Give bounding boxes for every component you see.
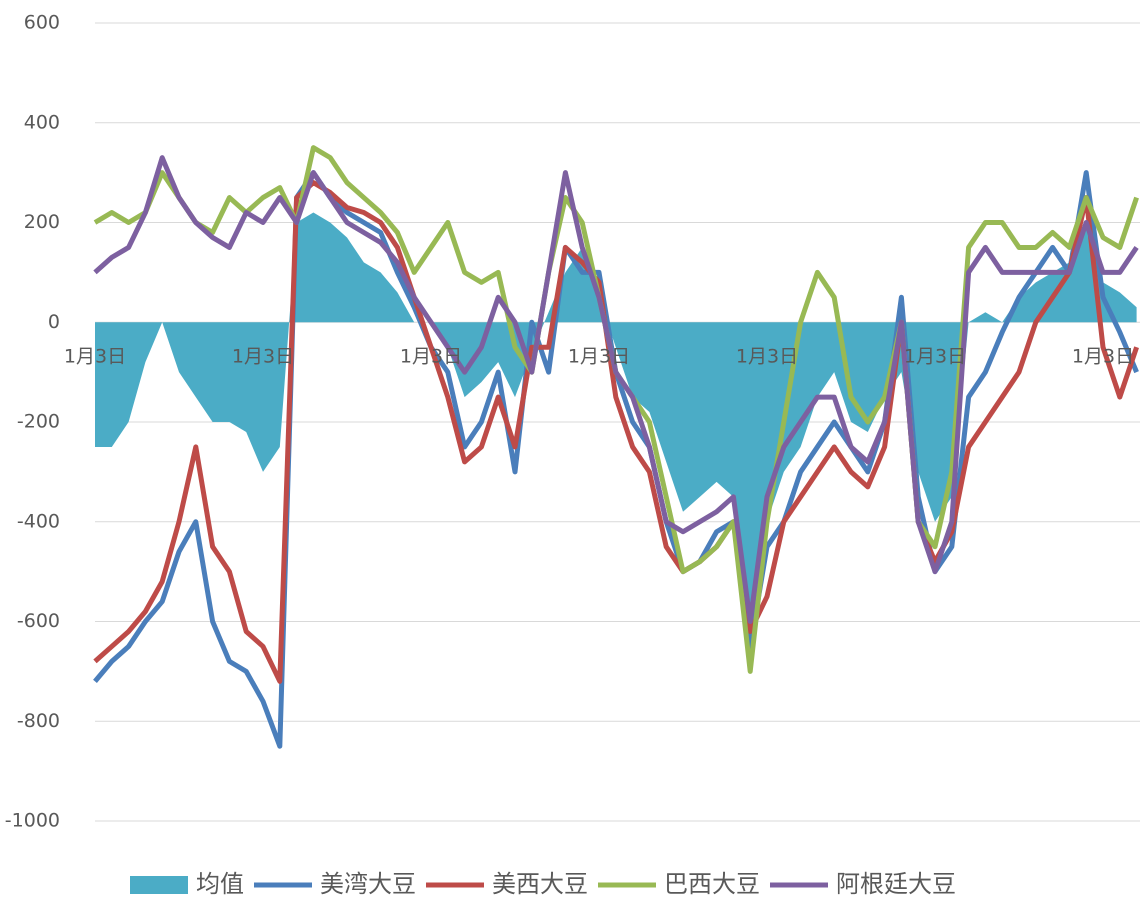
x-tick-label: 1月3日 bbox=[904, 346, 966, 368]
y-tick-label: -400 bbox=[17, 510, 60, 532]
y-tick-label: 200 bbox=[24, 211, 60, 233]
x-tick-label: 1月3日 bbox=[1072, 346, 1134, 368]
legend-swatch bbox=[130, 876, 188, 894]
y-tick-label: -600 bbox=[17, 610, 60, 632]
legend-label: 美湾大豆 bbox=[320, 870, 416, 898]
x-tick-label: 1月3日 bbox=[400, 346, 462, 368]
y-tick-label: -800 bbox=[17, 710, 60, 732]
x-tick-label: 1月3日 bbox=[568, 346, 630, 368]
legend-label: 巴西大豆 bbox=[664, 870, 760, 898]
area bbox=[95, 212, 1137, 647]
legend-label: 均值 bbox=[196, 870, 244, 898]
x-tick-label: 1月3日 bbox=[232, 346, 294, 368]
legend-label: 美西大豆 bbox=[492, 870, 588, 898]
y-tick-label: 600 bbox=[24, 12, 60, 34]
legend-label: 阿根廷大豆 bbox=[836, 870, 956, 898]
x-tick-label: 1月3日 bbox=[64, 346, 126, 368]
y-tick-label: -1000 bbox=[5, 810, 60, 832]
y-tick-label: -200 bbox=[17, 411, 60, 433]
x-tick-label: 1月3日 bbox=[736, 346, 798, 368]
y-tick-label: 0 bbox=[48, 311, 60, 333]
line bbox=[93, 155, 1139, 624]
y-tick-label: 400 bbox=[24, 111, 60, 133]
line bbox=[93, 180, 1139, 684]
